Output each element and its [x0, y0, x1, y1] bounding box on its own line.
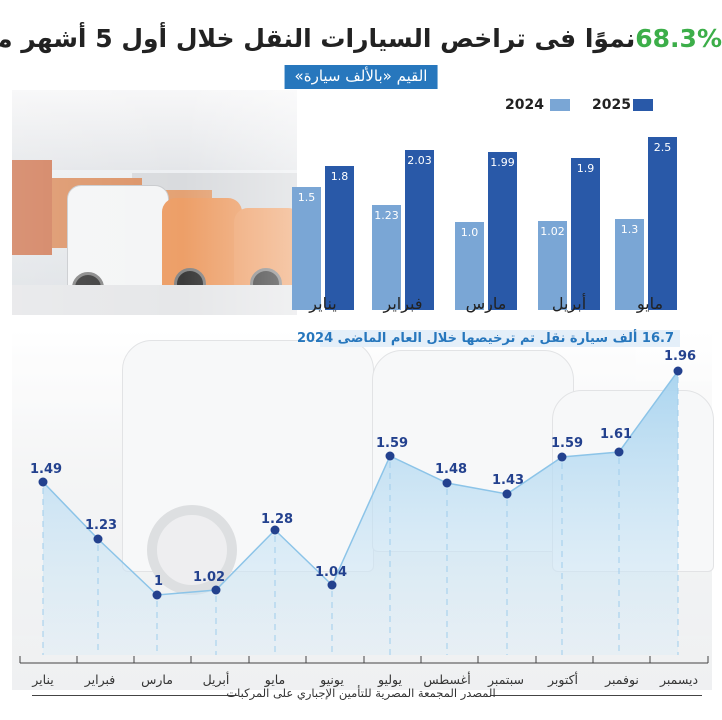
- drop-lines: [42, 377, 679, 655]
- bar-month-label: مارس: [465, 294, 507, 313]
- bar-2025-feb: 2.03: [405, 150, 434, 310]
- data-points: [38, 366, 683, 600]
- x-axis: [19, 656, 709, 664]
- point-label: 1.02: [193, 570, 226, 585]
- bar-2024-apr: 1.02: [538, 221, 567, 310]
- bar-month-label: يناير: [309, 294, 337, 313]
- container: [12, 160, 52, 255]
- point-label: 1.48: [435, 462, 468, 477]
- point-label: 1.23: [85, 518, 118, 533]
- point-label: 1.59: [376, 436, 409, 451]
- x-axis-label: يونيو: [320, 672, 344, 687]
- bar-month-label: مايو: [636, 294, 664, 313]
- bar-month-label: فبراير: [383, 294, 423, 313]
- point-label: 1.96: [664, 349, 697, 364]
- area-fill: [43, 371, 678, 655]
- bar-2024-mar: 1.0: [455, 222, 484, 310]
- bar-2024-jan: 1.5: [292, 187, 321, 310]
- legend-2025: 2025: [592, 97, 653, 113]
- growth-percentage: 68.3%: [635, 24, 722, 53]
- ground: [12, 285, 297, 315]
- bar-2025-jan: 1.8: [325, 166, 354, 310]
- x-axis-label: يناير: [32, 672, 54, 687]
- bar-2024-feb: 1.23: [372, 205, 401, 310]
- point-label: 1: [154, 574, 164, 589]
- legend-swatch-2024: [549, 99, 570, 111]
- point-label: 1.59: [551, 436, 584, 451]
- source-note: المصدر المجمعة المصرية للتأمين الإجباري …: [226, 686, 496, 700]
- source-divider-left: [32, 695, 238, 696]
- x-axis-label: سبتمبر: [488, 672, 524, 687]
- units-subtitle: القيم «بالألف سيارة»: [284, 65, 438, 89]
- bar-month-label: أبريل: [551, 294, 587, 313]
- x-axis-label: أغسطس: [423, 672, 471, 687]
- annual-total-note: 16.7 ألف سيارة نقل تم ترخيصها خلال العام…: [297, 330, 680, 347]
- point-label: 1.28: [261, 512, 294, 527]
- bar-2025-may: 2.5: [648, 137, 677, 310]
- point-label: 1.04: [315, 565, 348, 580]
- x-axis-label: فبراير: [84, 672, 116, 687]
- title-text: نموًا فى تراخص السيارات النقل خلال أول 5…: [0, 24, 636, 53]
- source-divider-right: [490, 695, 702, 696]
- area-line: [42, 370, 679, 596]
- white-truck-cab: [67, 185, 169, 297]
- sky: [12, 90, 297, 170]
- legend-swatch-2025: [632, 99, 653, 111]
- bar-2024-may: 1.3: [615, 219, 644, 310]
- x-axis-label: نوفمبر: [605, 672, 639, 687]
- point-label: 1.49: [30, 462, 63, 477]
- point-label: 1.43: [492, 473, 525, 488]
- legend-2024: 2024: [505, 97, 570, 113]
- x-axis-label: يوليو: [378, 672, 402, 687]
- x-axis-label: أبريل: [202, 672, 230, 687]
- chart-title: 68.3%نموًا فى تراخص السيارات النقل خلال …: [0, 24, 722, 53]
- bar-chart: 1.5 1.8 1.23 2.03 1.0 1.99 1.02 1.9 1.3 …: [290, 110, 700, 310]
- bar-2025-mar: 1.99: [488, 152, 517, 310]
- trucks-photo: [12, 90, 297, 315]
- point-label: 1.61: [600, 427, 633, 442]
- x-axis-label: مارس: [141, 672, 173, 687]
- bar-2025-apr: 1.9: [571, 158, 600, 310]
- x-axis-label: ديسمبر: [659, 672, 699, 687]
- x-axis-label: مايو: [264, 672, 286, 687]
- x-axis-label: أكتوبر: [547, 672, 579, 687]
